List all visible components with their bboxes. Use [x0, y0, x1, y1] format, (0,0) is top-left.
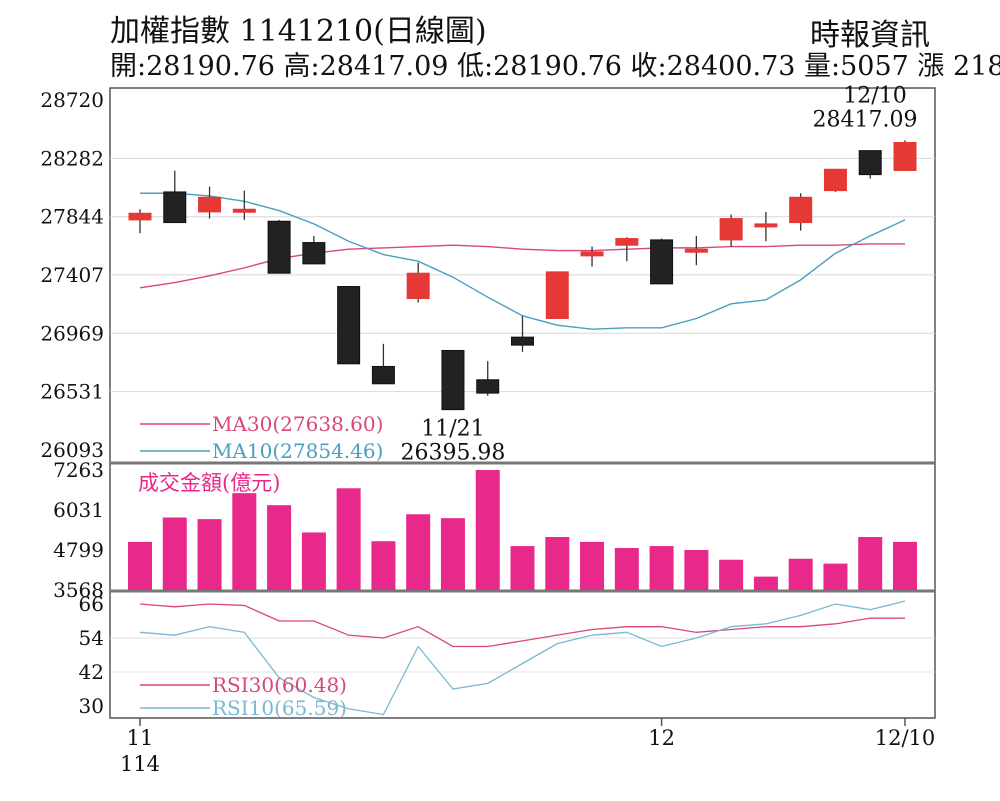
- price-tick-label: 28282: [40, 146, 104, 170]
- volume-bar: [128, 541, 152, 590]
- candle-body: [580, 251, 604, 257]
- candle-body: [163, 191, 187, 224]
- volume-bar: [371, 541, 396, 590]
- volume-bar: [475, 470, 500, 590]
- candle-body: [893, 142, 917, 171]
- candle-body: [615, 238, 639, 246]
- volume-bar: [753, 576, 778, 590]
- chart-title: 加權指數 1141210(日線圖): [110, 14, 487, 49]
- volume-bar: [336, 488, 361, 590]
- volume-bar: [440, 518, 465, 590]
- candle-body: [302, 242, 326, 265]
- volume-tick-label: 6031: [53, 498, 104, 522]
- rsi-tick-label: 54: [79, 626, 104, 650]
- rsi10-line: [139, 600, 906, 716]
- volume-bar: [162, 517, 187, 590]
- candle-body: [406, 272, 430, 300]
- volume-bar: [545, 536, 570, 590]
- volume-tick-label: 7263: [53, 458, 104, 482]
- ma10-legend: MA10(27854.46): [212, 439, 383, 463]
- volume-title: 成交金額(億元): [138, 471, 280, 495]
- annotation-value: 28417.09: [813, 107, 918, 132]
- volume-bar: [858, 536, 883, 590]
- volume-bar: [580, 541, 605, 590]
- candle-body: [128, 212, 152, 221]
- price-tick-label: 26969: [40, 321, 104, 345]
- source-label: 時報資訊: [810, 18, 930, 53]
- ma30-line: [139, 243, 905, 289]
- candle-body: [545, 271, 569, 320]
- x-tick-label: 12: [648, 726, 675, 750]
- rsi-tick-label: 66: [79, 592, 104, 616]
- annotation-date: 11/21: [421, 417, 484, 442]
- rsi-tick-label: 42: [79, 660, 104, 684]
- ma30-legend: MA30(27638.60): [212, 412, 383, 436]
- x-tick-label: 12/10: [875, 726, 936, 750]
- volume-bar: [788, 558, 813, 590]
- candle-body: [823, 168, 847, 192]
- candle-body: [267, 220, 291, 274]
- volume-bar: [649, 546, 674, 590]
- candle-body: [198, 196, 222, 213]
- candle-body: [789, 196, 813, 224]
- volume-bar: [684, 549, 709, 590]
- price-tick-label: 28720: [40, 88, 104, 112]
- candle-body: [650, 239, 674, 285]
- x-tick-sublabel: 114: [120, 752, 160, 776]
- volume-bar: [614, 548, 639, 590]
- candle-body: [371, 365, 395, 385]
- candle-body: [511, 336, 534, 346]
- candle-body: [476, 379, 500, 394]
- volume-bar: [893, 541, 917, 590]
- volume-tick-label: 4799: [53, 538, 104, 562]
- volume-bar: [510, 546, 535, 590]
- volume-bar: [267, 505, 292, 590]
- candle-body: [684, 248, 708, 253]
- rsi30-line: [139, 603, 905, 648]
- annotation-date: 12/10: [843, 83, 906, 108]
- volume-bar: [719, 559, 744, 590]
- ohlc-summary: 開:28190.76 高:28417.09 低:28190.76 收:28400…: [110, 51, 1000, 82]
- candle-body: [858, 150, 882, 176]
- x-tick-label: 11: [127, 726, 154, 750]
- price-tick-label: 26093: [40, 438, 104, 462]
- price-tick-label: 26531: [40, 380, 104, 404]
- rsi10-legend: RSI10(65.59): [212, 696, 347, 720]
- volume-bar: [197, 519, 222, 590]
- candle-body: [719, 218, 743, 241]
- candle-body: [337, 286, 361, 365]
- candle-body: [754, 223, 778, 228]
- candle-body: [232, 208, 256, 213]
- price-tick-label: 27407: [40, 263, 104, 287]
- candle-body: [441, 349, 465, 411]
- volume-bar: [301, 532, 326, 590]
- rsi30-legend: RSI30(60.48): [212, 673, 347, 697]
- annotation-value: 26395.98: [400, 441, 505, 466]
- volume-tick-label: 3568: [53, 578, 104, 602]
- rsi-tick-label: 30: [79, 694, 104, 718]
- chart-frame: [109, 87, 936, 719]
- volume-bar: [232, 493, 257, 590]
- price-tick-label: 27844: [40, 205, 104, 229]
- volume-bar: [823, 563, 848, 590]
- volume-bar: [406, 514, 431, 590]
